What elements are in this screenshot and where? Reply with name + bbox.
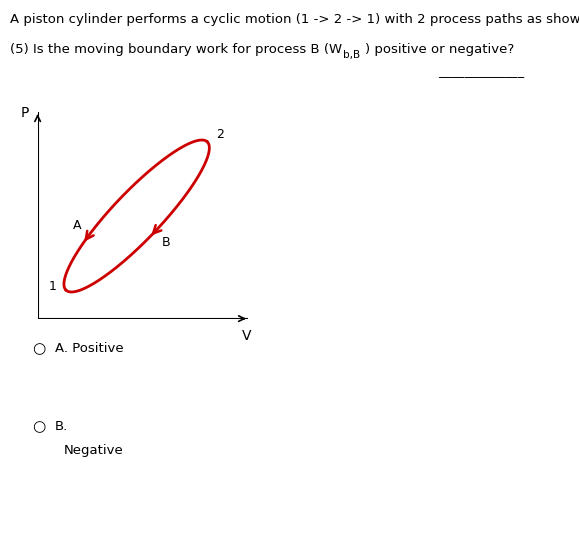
Text: ) positive or negative?: ) positive or negative? [365,43,514,56]
Text: B: B [162,236,170,249]
Text: A piston cylinder performs a cyclic motion (1 -> 2 -> 1) with 2 process paths as: A piston cylinder performs a cyclic moti… [10,14,579,26]
Text: 2: 2 [216,129,223,141]
Text: V: V [242,329,251,343]
Text: b,B: b,B [343,50,360,60]
Text: (5) Is the moving boundary work for process B (W: (5) Is the moving boundary work for proc… [10,43,343,56]
Text: P: P [20,106,28,120]
Text: A. Positive: A. Positive [55,342,124,355]
Text: Negative: Negative [64,444,123,457]
Text: B.: B. [55,420,68,433]
Text: ○: ○ [32,341,45,356]
Text: 1: 1 [49,280,56,293]
Text: _____________: _____________ [438,65,525,78]
Text: A: A [73,219,82,232]
Text: ○: ○ [32,419,45,434]
